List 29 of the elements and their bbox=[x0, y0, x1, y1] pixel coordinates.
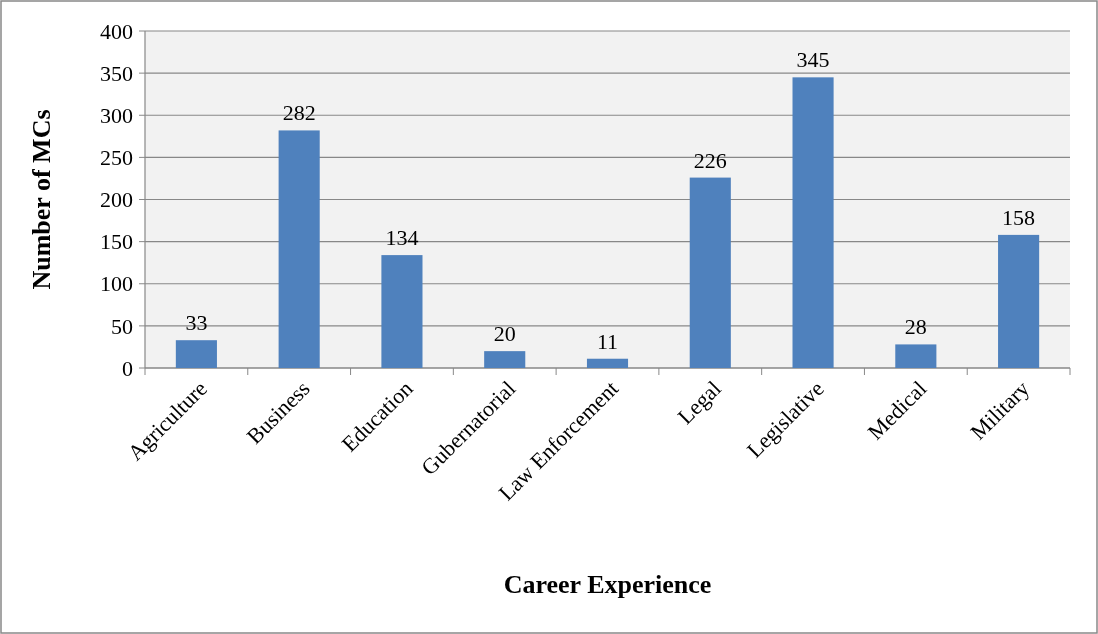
bar bbox=[278, 130, 320, 368]
x-axis-title: Career Experience bbox=[503, 570, 712, 599]
y-tick-label: 350 bbox=[100, 60, 133, 86]
y-tick-label: 150 bbox=[100, 229, 133, 255]
data-label: 11 bbox=[596, 328, 619, 354]
y-axis-title: Number of MCs bbox=[27, 109, 56, 290]
bar bbox=[381, 255, 423, 368]
y-tick-label: 100 bbox=[100, 271, 133, 297]
data-label: 20 bbox=[493, 321, 516, 347]
y-tick-label: 300 bbox=[100, 102, 133, 128]
bar bbox=[484, 351, 526, 368]
bar bbox=[895, 344, 937, 368]
data-label: 226 bbox=[693, 147, 727, 173]
data-label: 28 bbox=[904, 314, 927, 340]
bar bbox=[175, 340, 217, 368]
y-tick-label: 0 bbox=[122, 355, 133, 381]
data-label: 33 bbox=[185, 310, 208, 336]
y-tick-label: 250 bbox=[100, 145, 133, 171]
bar bbox=[689, 177, 731, 368]
y-tick-label: 200 bbox=[100, 187, 133, 213]
data-label: 158 bbox=[1002, 204, 1036, 230]
bar bbox=[586, 358, 629, 368]
data-label: 282 bbox=[282, 100, 316, 126]
bar bbox=[998, 234, 1040, 368]
y-tick-label: 50 bbox=[111, 313, 133, 339]
data-label: 345 bbox=[796, 47, 830, 73]
bar bbox=[792, 77, 834, 368]
data-label: 134 bbox=[385, 225, 419, 251]
y-tick-label: 400 bbox=[100, 18, 133, 44]
